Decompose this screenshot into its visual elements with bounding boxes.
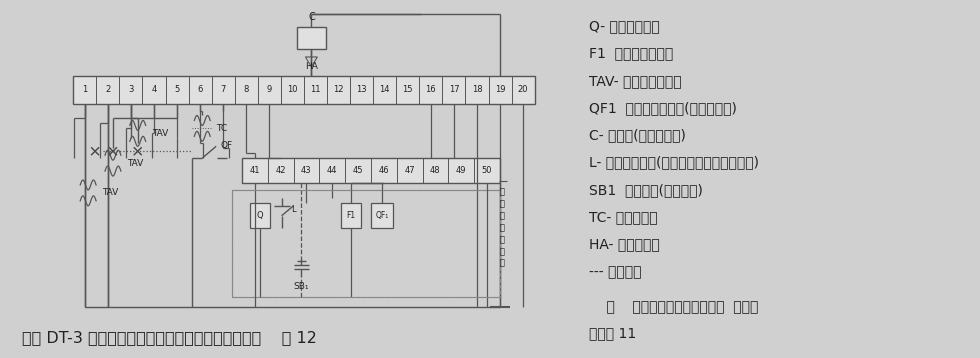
Text: 48: 48	[430, 166, 441, 175]
Text: Q- 欠电压脱扣器: Q- 欠电压脱扣器	[589, 19, 660, 33]
Text: 44: 44	[327, 166, 337, 175]
Text: 12: 12	[333, 85, 344, 94]
Bar	[341, 203, 361, 228]
Text: 10: 10	[287, 85, 298, 94]
Bar	[250, 203, 270, 228]
Text: 选装 DT-3 型电子式脱扣器的断路器二次回路接线图    图 12: 选装 DT-3 型电子式脱扣器的断路器二次回路接线图 图 12	[22, 330, 317, 345]
Text: 法同图 11: 法同图 11	[589, 326, 636, 340]
Text: 器: 器	[500, 211, 505, 220]
Bar	[242, 158, 500, 183]
Text: 线: 线	[500, 235, 505, 244]
Bar	[232, 190, 500, 297]
Text: --- 用户连接: --- 用户连接	[589, 265, 642, 279]
Text: 5: 5	[174, 85, 179, 94]
Text: 端: 端	[500, 247, 505, 256]
Text: HA: HA	[305, 62, 318, 71]
Text: TAV- 电流电压变换器: TAV- 电流电压变换器	[589, 74, 682, 88]
Text: 50: 50	[482, 166, 492, 175]
Text: 8: 8	[244, 85, 249, 94]
Text: 46: 46	[378, 166, 389, 175]
Text: 7: 7	[220, 85, 226, 94]
Bar	[297, 27, 326, 49]
Text: 45: 45	[353, 166, 364, 175]
Text: QF1  断路器辅助触头(在断路器上): QF1 断路器辅助触头(在断路器上)	[589, 101, 737, 115]
Text: 1: 1	[82, 85, 87, 94]
Text: 6: 6	[197, 85, 203, 94]
Text: SB₁: SB₁	[294, 282, 310, 291]
Text: 断: 断	[500, 187, 505, 197]
Text: 3: 3	[128, 85, 133, 94]
Text: 注    当用户需远距离分励操作  接线方: 注 当用户需远距离分励操作 接线方	[589, 300, 759, 314]
Text: F1: F1	[347, 211, 356, 220]
Text: 接: 接	[500, 223, 505, 232]
Text: QF₁: QF₁	[375, 211, 388, 220]
Text: QF: QF	[220, 141, 232, 150]
Text: SB1  分励按钮(用户自备): SB1 分励按钮(用户自备)	[589, 183, 703, 197]
Text: C: C	[308, 12, 315, 22]
Text: 14: 14	[379, 85, 390, 94]
Text: HA- 声响指示器: HA- 声响指示器	[589, 238, 660, 252]
Text: 49: 49	[456, 166, 466, 175]
Text: 16: 16	[425, 85, 436, 94]
Bar	[74, 76, 535, 103]
Text: 4: 4	[151, 85, 157, 94]
Text: 13: 13	[357, 85, 367, 94]
Text: TC- 电源变压器: TC- 电源变压器	[589, 210, 658, 224]
Text: 路: 路	[500, 199, 505, 208]
Text: 18: 18	[471, 85, 482, 94]
Text: 41: 41	[250, 166, 260, 175]
Text: TAV: TAV	[152, 129, 168, 138]
Text: 43: 43	[301, 166, 312, 175]
Text: TAV: TAV	[102, 188, 119, 197]
Text: L: L	[292, 205, 296, 214]
Text: F1  专用分励脱扣器: F1 专用分励脱扣器	[589, 47, 673, 61]
Bar	[232, 190, 500, 297]
Text: 42: 42	[275, 166, 286, 175]
Text: 9: 9	[267, 85, 272, 94]
Text: 2: 2	[105, 85, 111, 94]
Text: 15: 15	[403, 85, 413, 94]
Text: TAV: TAV	[126, 159, 143, 168]
Text: 17: 17	[449, 85, 460, 94]
Text: 11: 11	[311, 85, 320, 94]
Text: TC: TC	[217, 124, 227, 133]
Bar	[371, 203, 393, 228]
Text: Q: Q	[257, 211, 263, 220]
Text: L- 漏电闭锁触点(用户需要时把短接线去除): L- 漏电闭锁触点(用户需要时把短接线去除)	[589, 156, 760, 170]
Text: 子: 子	[500, 259, 505, 268]
Text: 20: 20	[517, 85, 528, 94]
Text: C- 电容箱(零压延时用): C- 电容箱(零压延时用)	[589, 129, 686, 142]
Text: 47: 47	[405, 166, 415, 175]
Text: 19: 19	[495, 85, 506, 94]
